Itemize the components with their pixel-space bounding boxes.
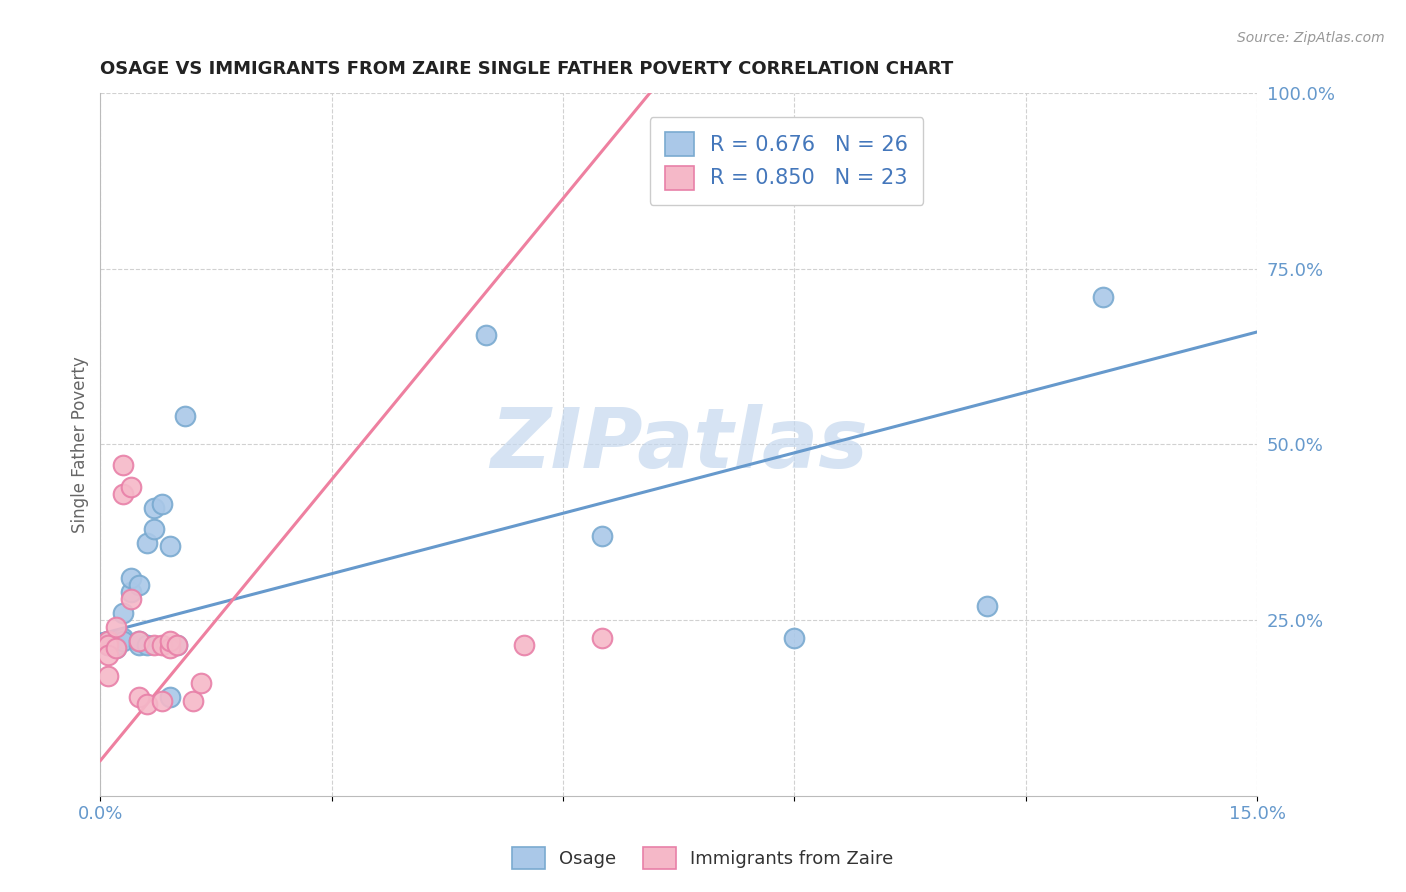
- Point: [120, 585, 142, 599]
- Point: [104, 620, 127, 634]
- Point: [112, 634, 135, 648]
- Point: [475, 328, 498, 343]
- Point: [104, 638, 127, 652]
- Point: [1091, 290, 1114, 304]
- Point: [143, 522, 166, 536]
- Point: [159, 634, 181, 648]
- Point: [159, 641, 181, 656]
- Point: [783, 631, 806, 645]
- Point: [128, 638, 150, 652]
- Point: [112, 486, 135, 500]
- Point: [591, 529, 613, 543]
- Legend: R = 0.676   N = 26, R = 0.850   N = 23: R = 0.676 N = 26, R = 0.850 N = 23: [650, 117, 924, 205]
- Point: [104, 641, 127, 656]
- Point: [135, 638, 157, 652]
- Point: [150, 638, 173, 652]
- Point: [128, 690, 150, 705]
- Point: [976, 599, 998, 613]
- Point: [97, 648, 120, 663]
- Point: [104, 641, 127, 656]
- Text: ZIPatlas: ZIPatlas: [489, 404, 868, 485]
- Point: [128, 634, 150, 648]
- Point: [513, 638, 536, 652]
- Point: [143, 638, 166, 652]
- Legend: Osage, Immigrants from Zaire: Osage, Immigrants from Zaire: [503, 838, 903, 879]
- Point: [120, 571, 142, 585]
- Point: [112, 458, 135, 473]
- Point: [150, 694, 173, 708]
- Point: [112, 631, 135, 645]
- Point: [166, 638, 188, 652]
- Point: [128, 578, 150, 592]
- Point: [143, 500, 166, 515]
- Text: Source: ZipAtlas.com: Source: ZipAtlas.com: [1237, 31, 1385, 45]
- Point: [174, 409, 197, 424]
- Point: [128, 634, 150, 648]
- Text: OSAGE VS IMMIGRANTS FROM ZAIRE SINGLE FATHER POVERTY CORRELATION CHART: OSAGE VS IMMIGRANTS FROM ZAIRE SINGLE FA…: [100, 60, 953, 78]
- Point: [159, 690, 181, 705]
- Point: [159, 539, 181, 553]
- Point: [135, 535, 157, 549]
- Point: [97, 634, 120, 648]
- Point: [190, 676, 212, 690]
- Point: [150, 497, 173, 511]
- Point: [120, 479, 142, 493]
- Point: [120, 592, 142, 607]
- Point: [166, 638, 188, 652]
- Point: [591, 631, 613, 645]
- Point: [135, 698, 157, 712]
- Point: [112, 606, 135, 620]
- Point: [97, 638, 120, 652]
- Point: [97, 638, 120, 652]
- Point: [181, 694, 204, 708]
- Point: [97, 634, 120, 648]
- Point: [97, 669, 120, 683]
- Y-axis label: Single Father Poverty: Single Father Poverty: [72, 356, 89, 533]
